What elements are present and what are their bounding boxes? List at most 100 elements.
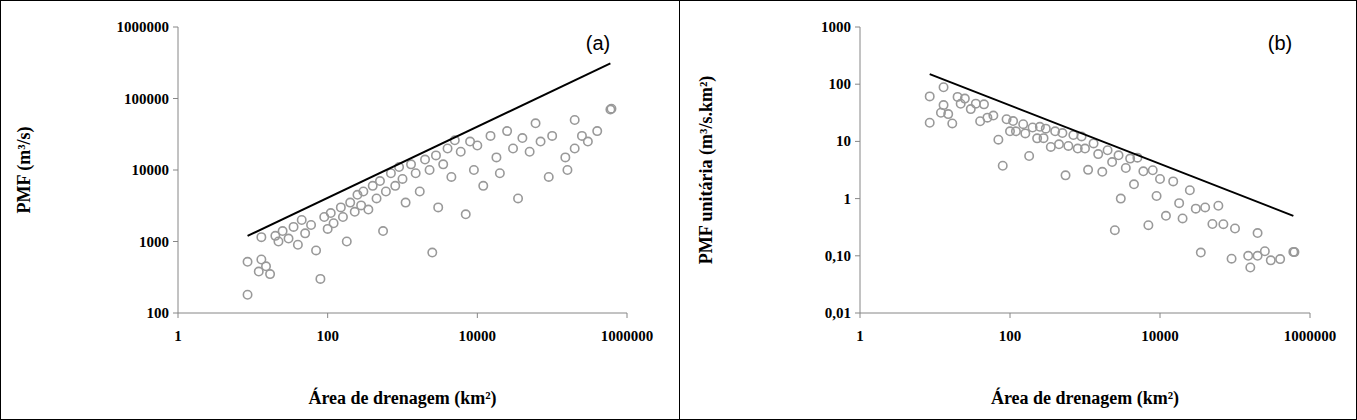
data-point <box>473 141 481 149</box>
data-point <box>1267 256 1275 264</box>
data-point <box>1139 167 1147 175</box>
y-tick-label: 1000 <box>821 19 851 35</box>
data-point <box>1152 192 1160 200</box>
y-tick <box>173 170 178 171</box>
plot-area <box>243 63 615 299</box>
data-point <box>284 234 292 242</box>
envelope-line <box>930 74 1294 216</box>
data-point <box>926 92 934 100</box>
chart-panel: 0,010,1011010010001100100001000000(b)Áre… <box>696 19 1336 409</box>
envelope-line <box>248 63 611 235</box>
data-point <box>1061 171 1069 179</box>
data-point <box>531 119 539 127</box>
figure: 1001000100001000001000000110010000100000… <box>0 0 1357 420</box>
x-tick <box>178 313 179 318</box>
data-point <box>989 111 997 119</box>
data-point <box>1261 247 1269 255</box>
x-tick <box>1310 313 1311 318</box>
figure-frame <box>1 1 1357 420</box>
data-point <box>563 166 571 174</box>
data-point <box>294 241 302 249</box>
data-point <box>316 275 324 283</box>
x-tick <box>1010 313 1011 318</box>
y-tick-label: 100000 <box>124 91 169 107</box>
data-point <box>548 132 556 140</box>
data-point <box>1089 139 1097 147</box>
y-tick-label: 100 <box>147 305 170 321</box>
data-point <box>1103 146 1111 154</box>
data-point <box>1192 204 1200 212</box>
data-point <box>1219 220 1227 228</box>
data-point <box>1290 248 1298 256</box>
panel-title: (a) <box>586 32 610 54</box>
data-point <box>278 227 286 235</box>
x-tick-label: 100 <box>999 328 1022 344</box>
data-point <box>1246 263 1254 271</box>
y-tick-label: 1000000 <box>117 19 170 35</box>
data-point <box>1012 127 1020 135</box>
data-point <box>1042 124 1050 132</box>
data-point <box>939 101 947 109</box>
data-point <box>999 162 1007 170</box>
data-point <box>944 110 952 118</box>
y-axis-title: PMF (m³/s) <box>14 126 35 213</box>
y-tick <box>173 241 178 242</box>
x-tick <box>860 313 861 318</box>
plot-area <box>926 74 1299 272</box>
data-point <box>967 105 975 113</box>
data-point <box>1021 129 1029 137</box>
x-tick-label: 1000000 <box>1284 328 1337 344</box>
x-tick-label: 10000 <box>459 328 497 344</box>
data-point <box>1064 142 1072 150</box>
y-tick-label: 0,01 <box>825 305 851 321</box>
data-point <box>376 177 384 185</box>
data-point <box>525 148 533 156</box>
x-tick <box>327 313 328 318</box>
data-point <box>411 169 419 177</box>
data-point <box>1214 202 1222 210</box>
data-point <box>1055 140 1063 148</box>
y-tick <box>855 313 860 314</box>
y-tick <box>855 255 860 256</box>
data-point <box>994 136 1002 144</box>
x-tick-label: 1 <box>174 328 182 344</box>
x-tick <box>627 313 628 318</box>
data-point <box>518 134 526 142</box>
data-point <box>434 203 442 211</box>
data-point <box>391 182 399 190</box>
data-point <box>327 209 335 217</box>
data-point <box>447 173 455 181</box>
data-point <box>514 194 522 202</box>
data-point <box>1178 214 1186 222</box>
y-tick <box>173 313 178 314</box>
data-point <box>457 148 465 156</box>
data-point <box>1208 220 1216 228</box>
data-point <box>359 187 367 195</box>
y-tick <box>855 27 860 28</box>
data-point <box>401 198 409 206</box>
data-point <box>387 169 395 177</box>
data-point <box>407 160 415 168</box>
data-point <box>1039 134 1047 142</box>
data-point <box>584 137 592 145</box>
data-point <box>1197 248 1205 256</box>
data-point <box>509 144 517 152</box>
x-tick <box>1160 313 1161 318</box>
x-axis-title: Área de drenagem (km²) <box>308 387 496 409</box>
data-point <box>289 223 297 231</box>
data-point <box>1058 129 1066 137</box>
data-point <box>1175 199 1183 207</box>
panel-title: (b) <box>1268 32 1292 54</box>
data-point <box>379 227 387 235</box>
data-point <box>607 105 615 113</box>
data-point <box>972 99 980 107</box>
data-point <box>1108 158 1116 166</box>
data-point <box>329 219 337 227</box>
data-point <box>1019 120 1027 128</box>
data-point <box>479 182 487 190</box>
data-point <box>492 153 500 161</box>
data-point <box>1111 226 1119 234</box>
y-tick-label: 1000 <box>139 234 169 250</box>
data-point <box>980 100 988 108</box>
data-point <box>1114 151 1122 159</box>
